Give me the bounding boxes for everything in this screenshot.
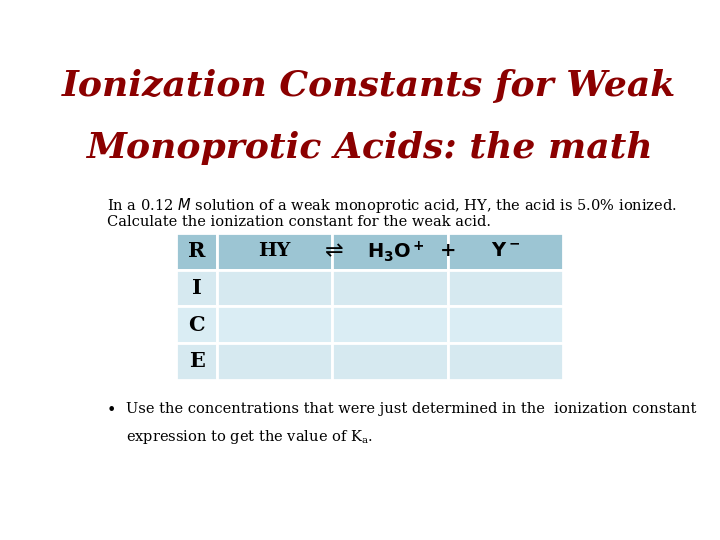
Bar (332, 343, 448, 380)
Text: $\mathbf{Y^-}$: $\mathbf{Y^-}$ (491, 242, 520, 260)
Bar (448, 343, 563, 380)
Bar (332, 306, 448, 343)
Text: HY: HY (258, 242, 291, 260)
Bar (332, 270, 448, 306)
Bar (332, 233, 448, 270)
Bar (217, 306, 332, 343)
Bar (176, 306, 217, 343)
Bar (176, 343, 217, 380)
Text: $\mathbf{H_3O^+}$: $\mathbf{H_3O^+}$ (366, 239, 425, 264)
Bar (448, 233, 563, 270)
Text: •: • (107, 402, 116, 420)
Text: In a 0.12 $\mathit{M}$ solution of a weak monoprotic acid, HY, the acid is 5.0% : In a 0.12 $\mathit{M}$ solution of a wea… (107, 196, 677, 215)
Text: Use the concentrations that were just determined in the  ionization constant: Use the concentrations that were just de… (126, 402, 697, 416)
Bar (448, 306, 563, 343)
Text: E: E (189, 351, 204, 372)
Text: $\rightleftharpoons$: $\rightleftharpoons$ (320, 241, 344, 261)
Bar (176, 270, 217, 306)
Text: Monoprotic Acids: the math: Monoprotic Acids: the math (86, 131, 652, 165)
Text: I: I (192, 278, 202, 298)
Bar (217, 233, 332, 270)
Text: Calculate the ionization constant for the weak acid.: Calculate the ionization constant for th… (107, 215, 491, 230)
Text: expression to get the value of $\mathregular{K_a}$.: expression to get the value of $\mathreg… (126, 428, 373, 446)
Text: +: + (439, 242, 456, 260)
Text: C: C (188, 315, 205, 335)
Bar (448, 270, 563, 306)
Bar (217, 343, 332, 380)
Bar (176, 233, 217, 270)
Text: Ionization Constants for Weak: Ionization Constants for Weak (62, 69, 676, 103)
Text: R: R (188, 241, 205, 261)
Bar (217, 270, 332, 306)
